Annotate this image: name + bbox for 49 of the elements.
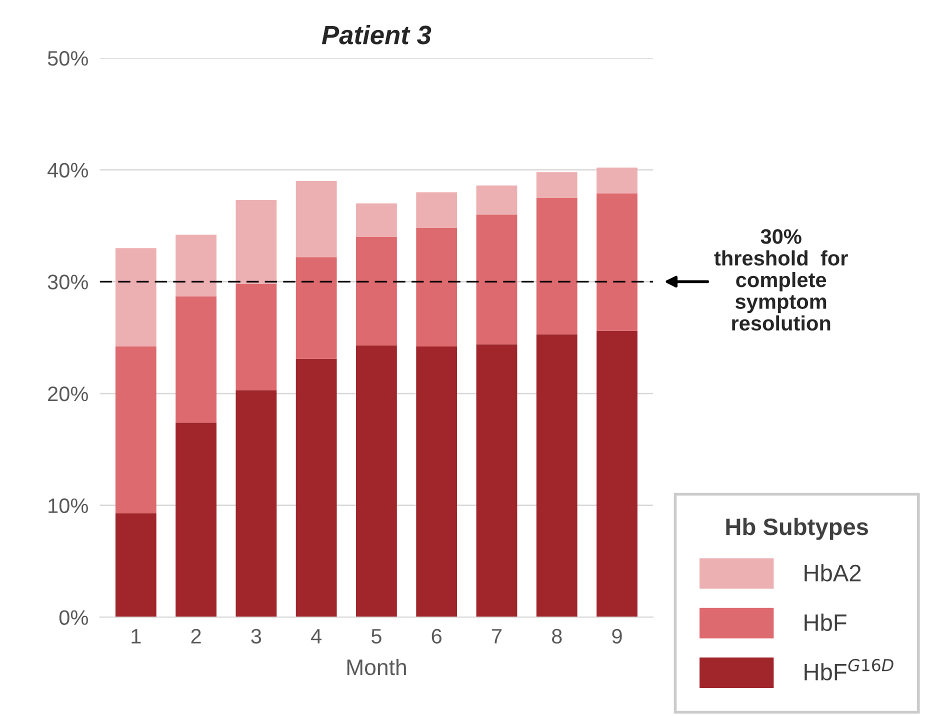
bar [115,513,156,618]
bar [296,358,337,618]
x-tick-label: 7 [492,629,502,644]
y-tick-label: 30% [48,274,88,290]
y-tick-label: 20% [48,386,88,402]
x-tick-label: 8 [552,628,562,644]
bar [476,185,518,215]
bar [596,168,638,194]
legend-label: HbA2 [804,564,861,582]
x-tick-label: 3 [251,628,262,644]
bar [416,192,458,228]
y-tick-label: 0% [59,610,88,625]
x-tick-label: 6 [432,628,442,644]
x-tick-label: 9 [612,628,622,644]
legend-title: Hb Subtypes [726,518,868,540]
bar [115,346,156,514]
bar [416,346,458,618]
bar [356,236,397,346]
bar [296,181,337,258]
bar [236,284,277,390]
bar [536,172,578,198]
bar [536,198,578,334]
bar [236,200,277,284]
bar [356,203,397,237]
x-tick-label: 4 [311,629,322,644]
bar [115,248,156,347]
bar [416,228,458,347]
ref-line-label: 30% threshold for complete symptom resolution [714,229,848,331]
bar [536,334,578,618]
chart-title: Patient 3 [322,24,432,44]
y-tick-label: 40% [48,162,88,178]
bar [596,330,638,618]
bar [596,193,638,331]
bar [476,344,518,618]
legend-label: HbF [804,614,846,632]
bar [176,422,216,618]
bar [356,345,397,618]
x-axis-title: Month [347,658,406,676]
bar [176,296,216,423]
x-tick-label: 2 [191,628,201,644]
bar [476,214,518,344]
x-tick-label: 5 [372,629,382,644]
legend-label: HbF$^{G16D}$ [804,658,894,680]
bar [296,257,337,359]
bar [176,234,216,296]
y-tick-label: 50% [48,50,88,66]
x-tick-label: 1 [132,629,141,644]
y-tick-label: 10% [48,498,88,514]
bar [236,390,277,618]
